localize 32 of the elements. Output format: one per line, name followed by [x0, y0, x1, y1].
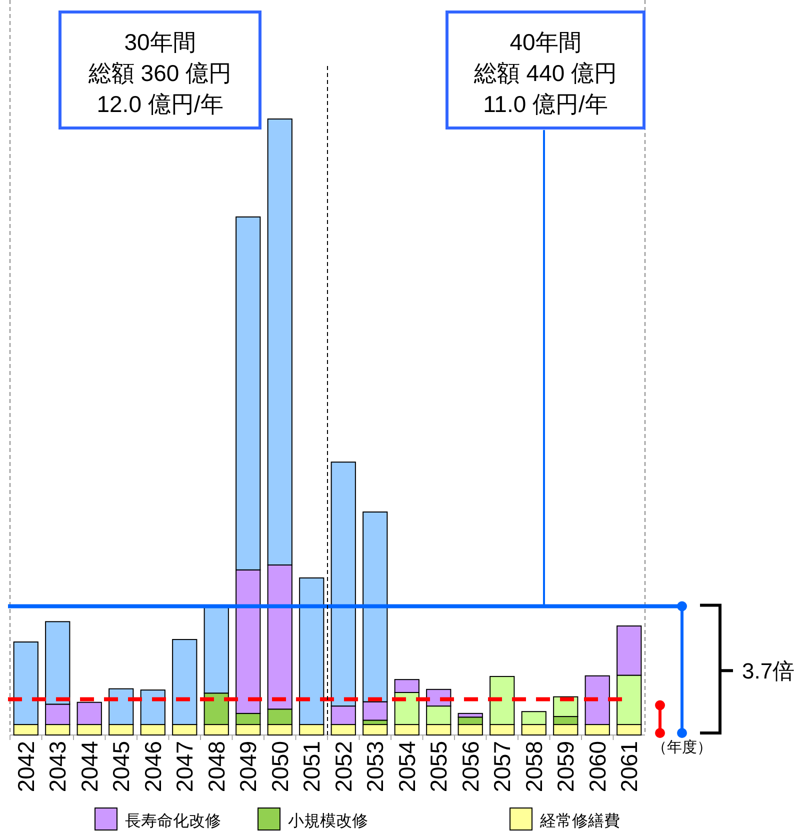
x-tick-label: 2056 — [457, 741, 484, 792]
x-tick-label: 2055 — [426, 741, 452, 792]
text: 12.0 億円/年 — [96, 91, 224, 117]
x-tick-label: 2052 — [330, 741, 356, 792]
bar — [362, 724, 388, 736]
text: 40年間 — [510, 29, 582, 55]
x-tick-label: 2060 — [584, 741, 610, 792]
legend-label: 長寿命化改修 — [125, 813, 221, 830]
x-tick-label: 2051 — [298, 741, 325, 792]
x-tick-label: 2044 — [76, 740, 102, 792]
x-tick-label: 2054 — [394, 740, 420, 792]
x-tick-label: 2046 — [140, 741, 166, 792]
x-tick-label: 2059 — [552, 741, 579, 792]
x-tick-label: 2047 — [172, 741, 198, 792]
x-axis-title: （年度） — [652, 739, 712, 756]
x-tick-label: 2050 — [266, 741, 293, 792]
text: 3.7倍 — [742, 658, 795, 684]
x-tick-label: 2061 — [616, 741, 642, 792]
x-tick-label: 2057 — [489, 741, 516, 792]
text: 30年間 — [124, 29, 196, 55]
text: 11.0 億円/年 — [483, 91, 608, 117]
text: 総額 440 億円 — [472, 60, 618, 86]
x-tick-label: 2058 — [520, 741, 547, 792]
legend-label: 経常修繕費 — [539, 812, 620, 830]
x-tick-label: 2048 — [203, 741, 230, 792]
x-tick-label: 2042 — [12, 741, 39, 792]
legend-label: 小規模改修 — [288, 812, 368, 830]
x-tick-label: 2043 — [44, 741, 71, 792]
x-tick-label: 2053 — [362, 741, 388, 792]
x-tick-label: 2049 — [235, 741, 262, 792]
x-tick-label: 2045 — [108, 741, 134, 792]
text: 総額 360 億円 — [87, 60, 232, 86]
